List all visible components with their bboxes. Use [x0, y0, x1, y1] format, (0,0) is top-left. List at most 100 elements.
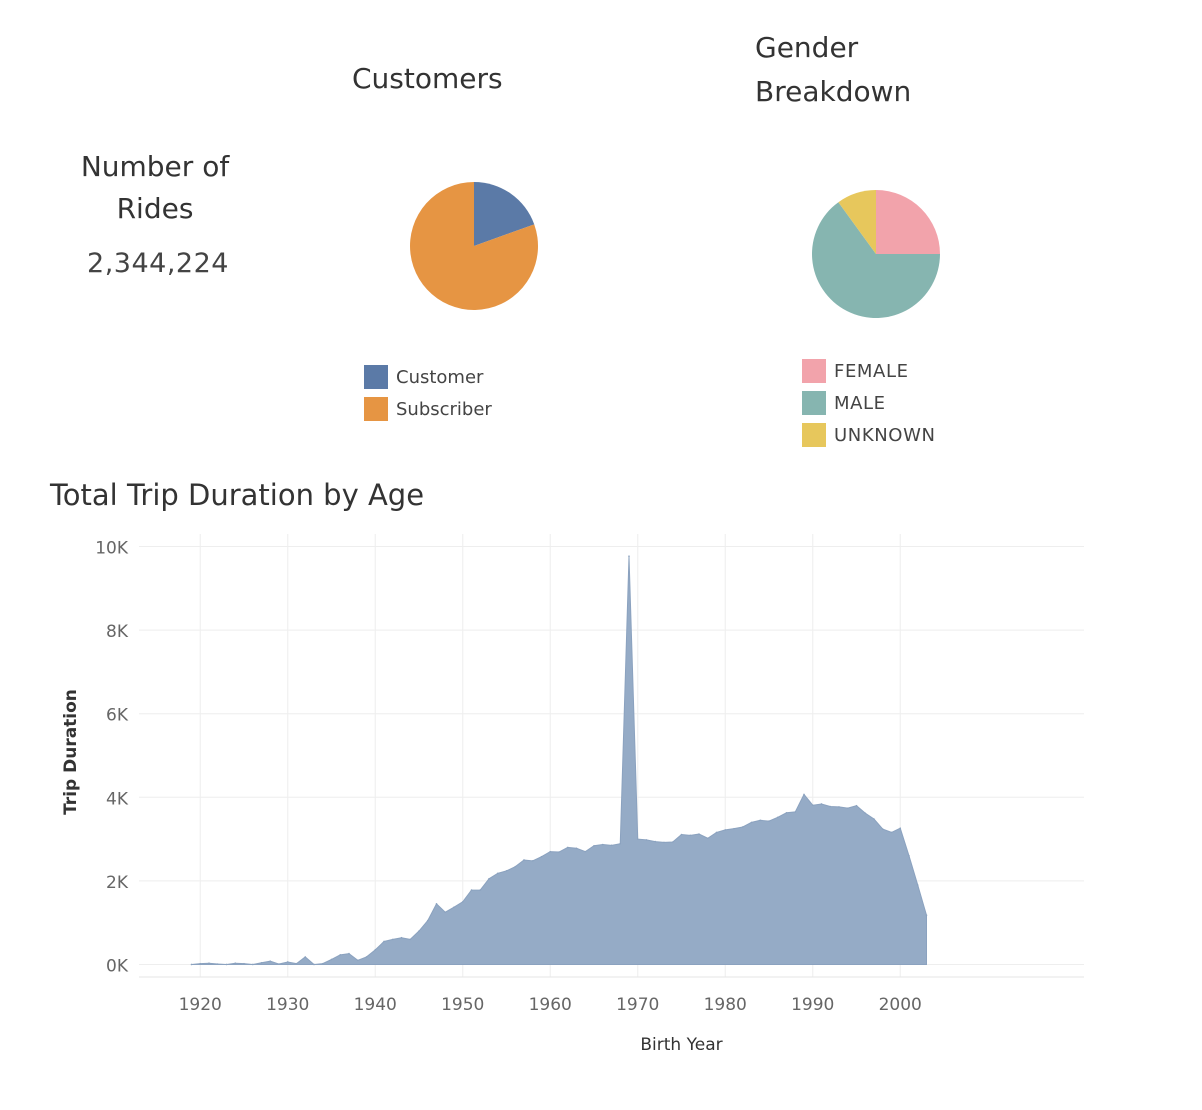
data-point[interactable]: [260, 961, 263, 964]
data-point[interactable]: [838, 806, 840, 808]
data-point[interactable]: [199, 962, 202, 965]
data-point[interactable]: [540, 855, 543, 858]
data-point[interactable]: [330, 958, 333, 961]
data-point[interactable]: [654, 840, 657, 843]
data-point[interactable]: [409, 938, 412, 941]
data-point[interactable]: [243, 962, 245, 965]
data-point[interactable]: [873, 818, 875, 820]
data-point[interactable]: [733, 827, 735, 830]
data-point[interactable]: [759, 819, 762, 822]
pie-slice-subscriber[interactable]: [410, 182, 539, 310]
data-point[interactable]: [610, 844, 613, 847]
data-point[interactable]: [444, 911, 447, 914]
data-point[interactable]: [601, 843, 604, 846]
legend-item-unknown[interactable]: UNKNOWN: [802, 419, 936, 451]
data-point[interactable]: [374, 949, 377, 951]
data-point[interactable]: [820, 803, 823, 805]
data-point[interactable]: [698, 833, 700, 835]
data-point[interactable]: [706, 837, 709, 840]
data-point[interactable]: [584, 850, 587, 853]
data-point[interactable]: [435, 903, 438, 905]
data-point[interactable]: [575, 847, 578, 850]
data-point[interactable]: [531, 860, 534, 862]
data-point[interactable]: [549, 850, 552, 853]
trip-duration-area[interactable]: [191, 556, 927, 965]
data-point[interactable]: [811, 804, 814, 807]
data-point[interactable]: [295, 962, 298, 965]
data-point[interactable]: [689, 834, 692, 837]
data-point[interactable]: [225, 963, 228, 966]
data-point[interactable]: [391, 938, 394, 941]
data-point[interactable]: [365, 956, 368, 958]
data-point[interactable]: [278, 963, 280, 965]
customers-title: Customers: [352, 62, 503, 95]
data-point[interactable]: [505, 870, 508, 872]
trip-duration-area-chart: 0K 2K 4K 6K 8K 10K 1920 1930 1940 1950 1960 1970 198…: [61, 534, 1084, 1055]
data-point[interactable]: [794, 811, 797, 813]
data-point[interactable]: [400, 936, 403, 939]
pie-slice-unknown[interactable]: [838, 190, 876, 254]
data-point[interactable]: [680, 833, 683, 836]
data-point[interactable]: [523, 859, 525, 861]
data-point[interactable]: [829, 805, 832, 808]
data-point[interactable]: [890, 831, 893, 834]
data-point[interactable]: [488, 877, 490, 880]
data-point[interactable]: [321, 962, 324, 965]
data-point[interactable]: [234, 962, 237, 965]
legend-item-subscriber[interactable]: Subscriber: [364, 393, 492, 425]
pie-slice-male[interactable]: [812, 202, 940, 318]
data-point[interactable]: [593, 844, 595, 847]
data-point[interactable]: [190, 963, 193, 966]
data-point[interactable]: [776, 816, 779, 819]
data-point[interactable]: [715, 831, 718, 834]
data-point[interactable]: [645, 839, 648, 841]
data-point[interactable]: [908, 855, 910, 857]
data-point[interactable]: [216, 963, 219, 965]
data-point[interactable]: [383, 940, 385, 943]
data-point[interactable]: [750, 821, 753, 824]
data-point[interactable]: [846, 807, 849, 809]
data-point[interactable]: [566, 846, 569, 849]
data-point[interactable]: [803, 793, 805, 796]
data-point[interactable]: [628, 555, 630, 557]
legend-item-customer[interactable]: Customer: [364, 361, 492, 393]
data-point[interactable]: [251, 963, 254, 966]
data-point[interactable]: [208, 962, 210, 965]
data-point[interactable]: [881, 828, 884, 830]
data-point[interactable]: [663, 841, 665, 844]
data-point[interactable]: [741, 826, 744, 828]
data-point[interactable]: [418, 930, 420, 932]
data-point[interactable]: [514, 865, 517, 868]
data-point[interactable]: [724, 829, 727, 831]
data-point[interactable]: [356, 959, 359, 962]
number-of-rides-label: Number of Rides: [80, 150, 230, 225]
legend-item-male[interactable]: MALE: [802, 387, 936, 419]
data-point[interactable]: [479, 889, 482, 891]
data-point[interactable]: [461, 900, 464, 903]
data-point[interactable]: [864, 812, 867, 814]
data-point[interactable]: [286, 961, 289, 963]
data-point[interactable]: [496, 872, 499, 875]
data-point[interactable]: [768, 820, 770, 822]
data-point[interactable]: [426, 919, 429, 922]
pie-slice-customer[interactable]: [474, 182, 535, 246]
data-point[interactable]: [304, 956, 307, 958]
data-point[interactable]: [269, 960, 272, 962]
data-point[interactable]: [785, 811, 788, 814]
pie-slice-female[interactable]: [876, 190, 940, 254]
data-point[interactable]: [899, 827, 902, 830]
data-point[interactable]: [558, 851, 560, 853]
data-point[interactable]: [339, 954, 342, 956]
data-point[interactable]: [671, 841, 674, 843]
data-point[interactable]: [348, 952, 350, 955]
data-point[interactable]: [470, 889, 473, 891]
data-point[interactable]: [916, 884, 919, 886]
data-point[interactable]: [313, 963, 315, 966]
legend-swatch-customer: [364, 365, 388, 389]
data-point[interactable]: [855, 804, 858, 807]
legend-item-female[interactable]: FEMALE: [802, 355, 936, 387]
data-point[interactable]: [925, 914, 928, 916]
data-point[interactable]: [453, 906, 455, 909]
data-point[interactable]: [619, 842, 622, 845]
data-point[interactable]: [636, 838, 639, 840]
